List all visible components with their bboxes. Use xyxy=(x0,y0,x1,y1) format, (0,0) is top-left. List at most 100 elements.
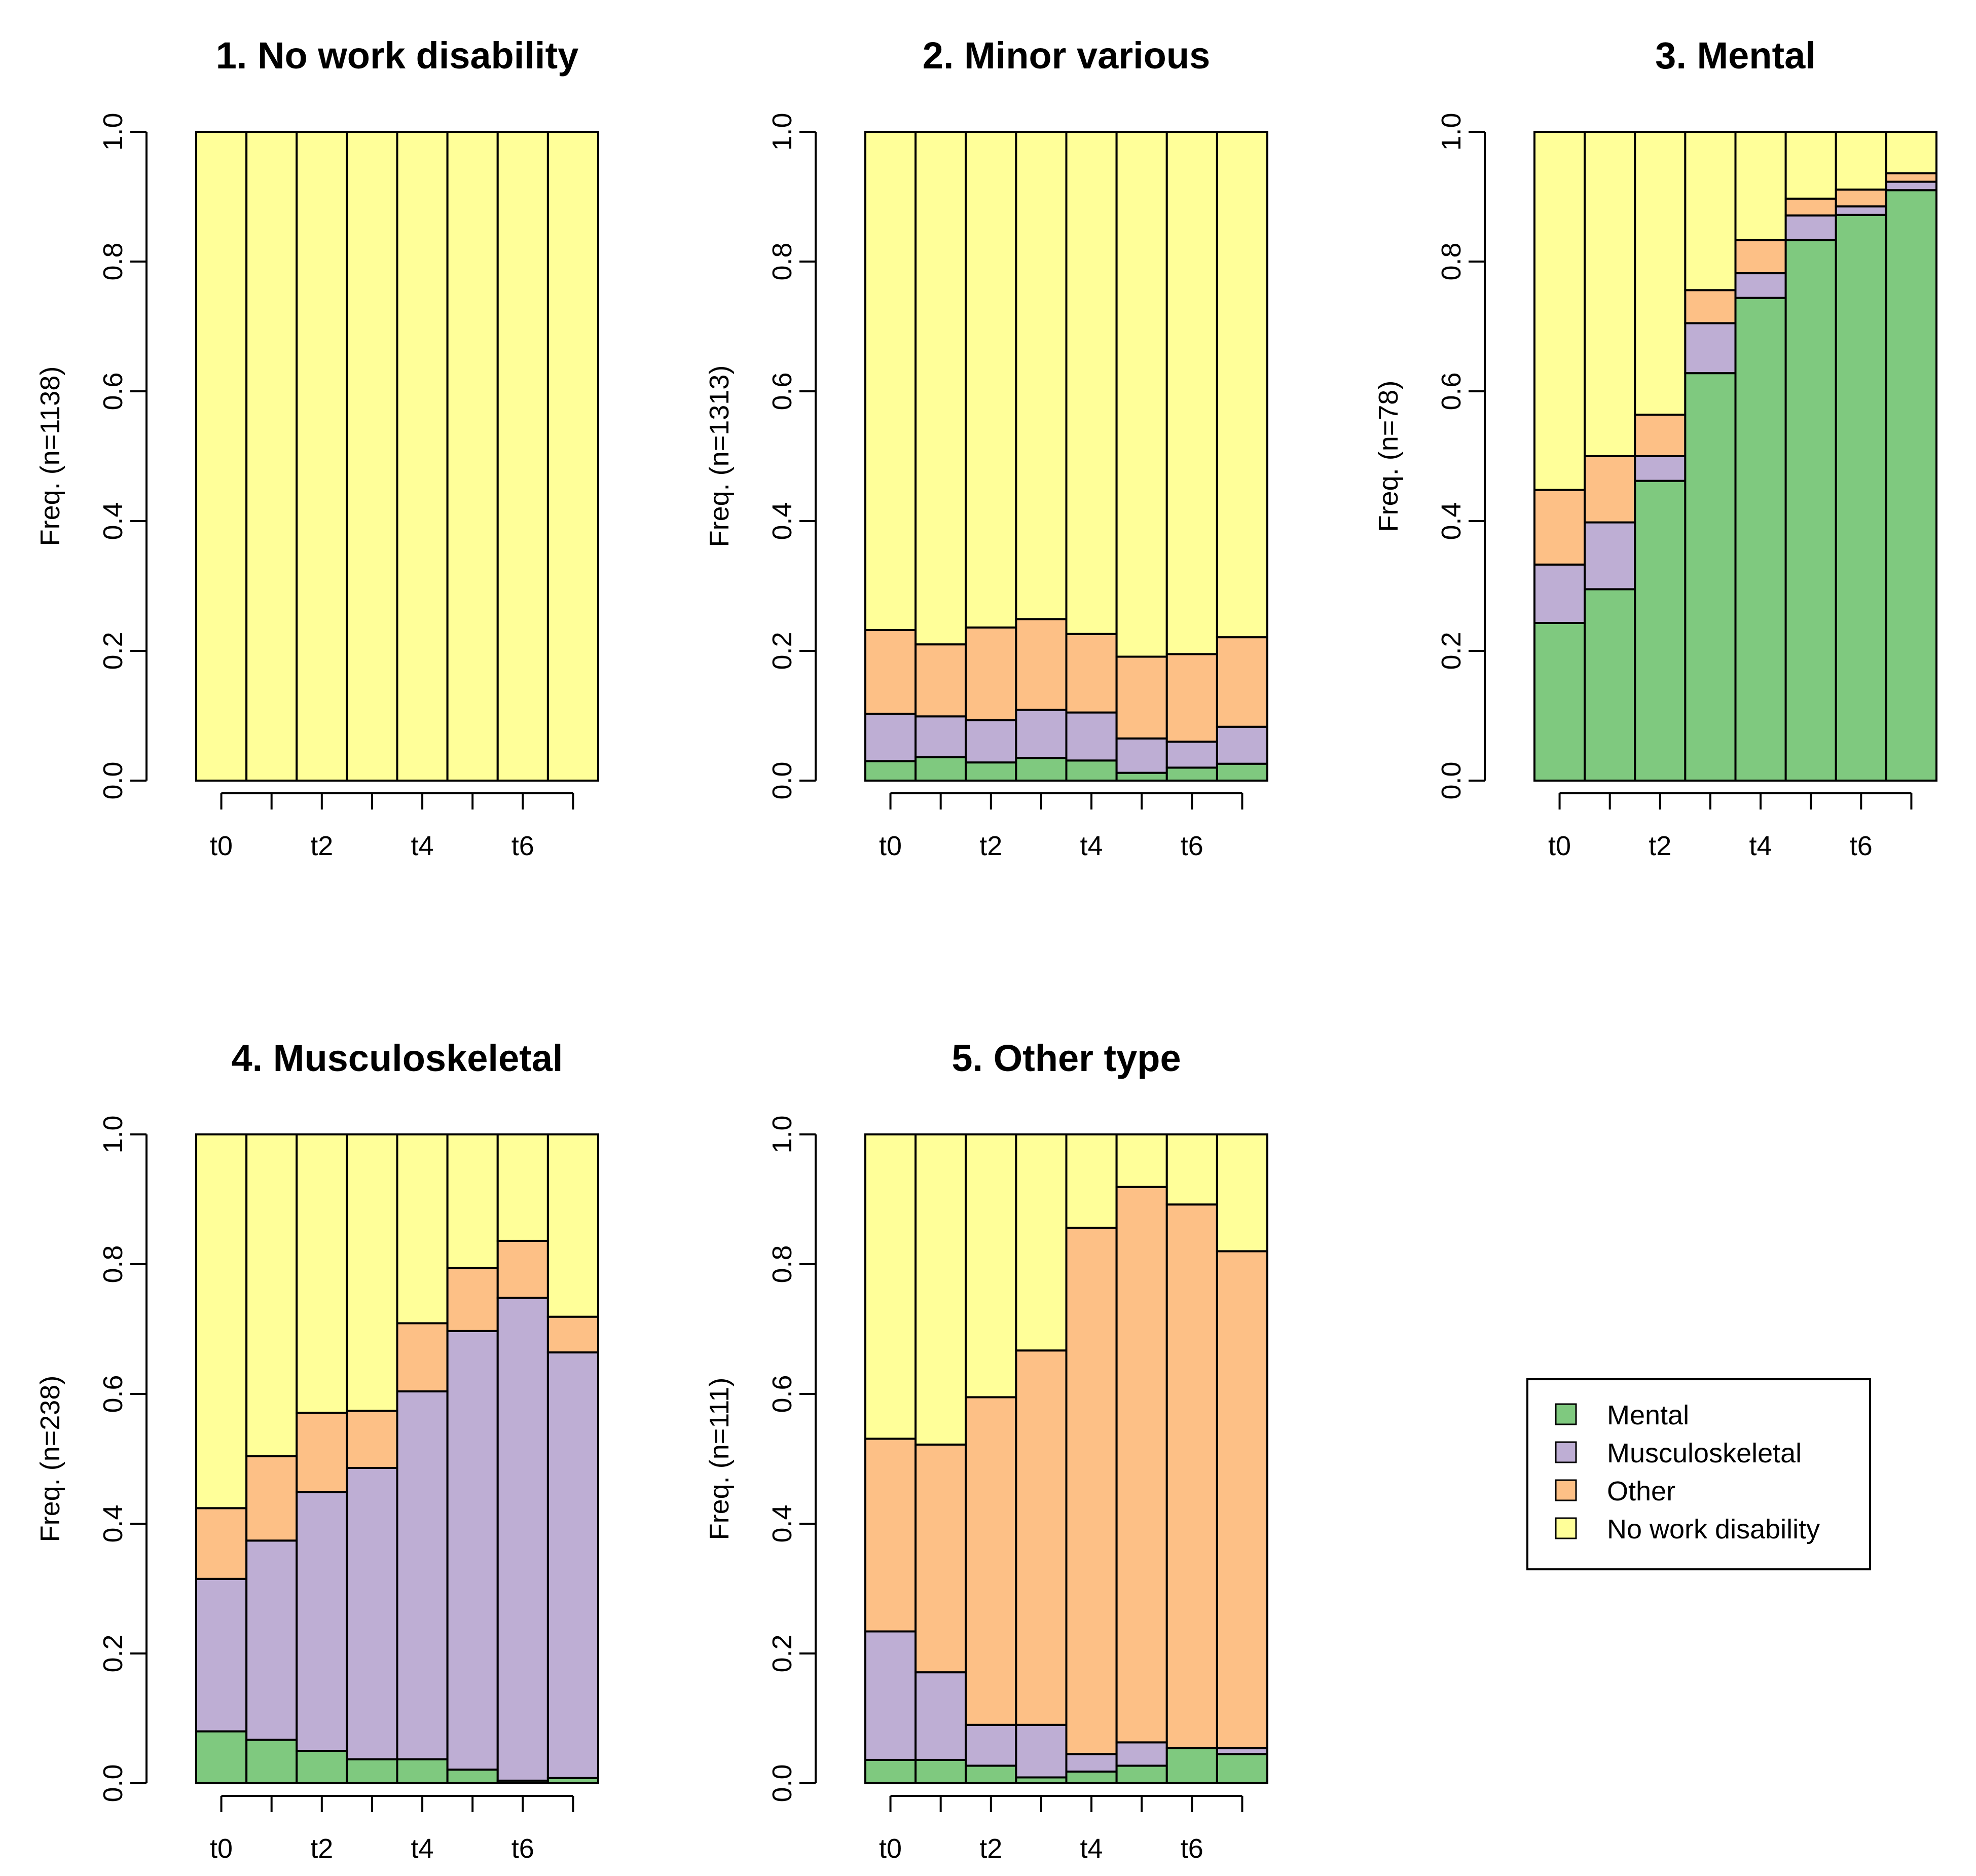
bar-segment-musculoskeletal-t3 xyxy=(346,1466,398,1760)
bar-segment-other-t5 xyxy=(1115,655,1168,740)
bar-segment-mental-t5 xyxy=(1115,771,1168,782)
bar-segment-no-work-disability-t4 xyxy=(1065,1133,1118,1229)
bar-segment-other-t7 xyxy=(1885,172,1937,183)
y-tick-label: 0.8 xyxy=(98,1245,128,1283)
bar-segment-mental-t4 xyxy=(396,1758,449,1784)
chart-panel-5: 5. Other type 0.0 0.2 0.4 0.6 0.8 1.0 Freq. (n=… xyxy=(704,1037,1268,1864)
legend-swatch-mental xyxy=(1555,1403,1577,1425)
x-tick-label: t6 xyxy=(1181,1833,1203,1864)
bar-segment-no-work-disability-t3 xyxy=(346,131,398,782)
bar-segment-musculoskeletal-t5 xyxy=(1115,737,1168,774)
bar-segment-other-t1 xyxy=(914,643,967,718)
bar-segment-musculoskeletal-t2 xyxy=(1634,455,1687,482)
bar-segment-no-work-disability-t1 xyxy=(914,1133,967,1446)
bar-segment-other-t7 xyxy=(1216,1250,1268,1749)
y-tick-label: 0.6 xyxy=(767,1375,797,1413)
bar-segment-other-t4 xyxy=(396,1322,449,1392)
bar-segment-other-t6 xyxy=(1835,188,1887,208)
bar-segment-other-t2 xyxy=(296,1412,348,1493)
chart-panel-3: 3. Mental 0.0 0.2 0.4 0.6 0.8 1.0 Freq. (n=78) t… xyxy=(1373,34,1937,861)
bar-segment-mental-t7 xyxy=(1216,1753,1268,1784)
y-tick-label: 0.4 xyxy=(98,1504,128,1542)
legend-box xyxy=(1526,1378,1871,1570)
bar-segment-mental-t6 xyxy=(1165,1747,1218,1784)
y-tick-label: 0.8 xyxy=(98,242,128,280)
bar-segment-no-work-disability-t7 xyxy=(1216,131,1268,639)
bar-segment-no-work-disability-t1 xyxy=(914,131,967,646)
bar-segment-mental-t4 xyxy=(1734,297,1787,782)
x-tick-label: t4 xyxy=(1749,831,1772,861)
bar-segment-no-work-disability-t0 xyxy=(864,131,917,632)
chart-title: 4. Musculoskeletal xyxy=(232,1037,563,1079)
bar-segment-no-work-disability-t7 xyxy=(1885,131,1937,174)
y-tick-label: 0.2 xyxy=(767,632,797,670)
bar-segment-other-t6 xyxy=(496,1239,549,1299)
chart-panel-1: 1. No work disability 0.0 0.2 0.4 0.6 0.8 1.0 F… xyxy=(35,34,599,861)
bar-segment-other-t7 xyxy=(546,1315,599,1354)
bar-segment-musculoskeletal-t1 xyxy=(245,1539,298,1741)
x-tick-label: t0 xyxy=(210,831,233,861)
bar-segment-other-t1 xyxy=(1584,455,1636,524)
y-tick-label: 0.0 xyxy=(767,761,797,799)
bar-segment-musculoskeletal-t1 xyxy=(914,715,967,758)
bar-segment-mental-t5 xyxy=(446,1769,499,1785)
bar-segment-mental-t3 xyxy=(1015,757,1068,782)
bar-segment-other-t5 xyxy=(446,1267,499,1332)
y-tick-label: 0.6 xyxy=(767,372,797,410)
chart-panel-2: 2. Minor various 0.0 0.2 0.4 0.6 0.8 1.0 Freq. … xyxy=(704,34,1268,861)
y-tick-label: 0.4 xyxy=(98,502,128,540)
bar-segment-mental-t0 xyxy=(1533,621,1586,782)
bar-segment-musculoskeletal-t4 xyxy=(1734,272,1787,299)
y-tick-label: 0.6 xyxy=(1436,372,1467,410)
bar-segment-no-work-disability-t6 xyxy=(496,1133,549,1242)
bar-segment-mental-t0 xyxy=(195,1730,248,1785)
y-tick-label: 1.0 xyxy=(767,1115,797,1153)
bar-segment-musculoskeletal-t3 xyxy=(1015,709,1068,759)
bar-segment-other-t4 xyxy=(1734,239,1787,275)
bar-segment-mental-t6 xyxy=(1165,766,1218,782)
bar-segment-other-t0 xyxy=(1533,489,1586,566)
bar-segment-mental-t0 xyxy=(864,1758,917,1784)
bar-segment-no-work-disability-t6 xyxy=(1835,131,1887,191)
y-axis-label: Freq. (n=238) xyxy=(35,1376,65,1542)
y-tick-label: 0.0 xyxy=(1436,761,1467,799)
legend-item-no-work-disability: No work disability xyxy=(1555,1514,1820,1544)
bar-segment-no-work-disability-t2 xyxy=(1634,131,1687,416)
bar-segment-no-work-disability-t5 xyxy=(1784,131,1837,200)
y-axis-label: Freq. (n=111) xyxy=(704,1378,735,1540)
bar-segment-mental-t6 xyxy=(1835,213,1887,782)
bar-segment-mental-t2 xyxy=(965,761,1017,782)
bar-segment-musculoskeletal-t1 xyxy=(914,1671,967,1761)
y-tick-label: 0.2 xyxy=(98,632,128,670)
y-tick-label: 0.8 xyxy=(1436,242,1467,280)
x-tick-label: t6 xyxy=(1850,831,1873,861)
x-tick-label: t2 xyxy=(310,1833,333,1864)
bar-segment-other-t3 xyxy=(1015,618,1068,711)
bar-segment-no-work-disability-t2 xyxy=(965,1133,1017,1399)
y-axis-label: Freq. (n=1313) xyxy=(704,365,735,547)
bar-segment-musculoskeletal-t4 xyxy=(1065,1753,1118,1773)
bar-segment-no-work-disability-t1 xyxy=(1584,131,1636,457)
bar-segment-other-t2 xyxy=(965,626,1017,721)
bar-segment-musculoskeletal-t2 xyxy=(296,1491,348,1752)
bar-segment-musculoskeletal-t7 xyxy=(1885,180,1937,192)
legend-item-musculoskeletal: Musculoskeletal xyxy=(1555,1438,1802,1468)
bar-segment-other-t4 xyxy=(1065,633,1118,714)
bar-segment-other-t0 xyxy=(864,1438,917,1633)
bar-segment-mental-t1 xyxy=(914,1758,967,1784)
bar-segment-musculoskeletal-t0 xyxy=(864,1630,917,1761)
bar-segment-mental-t1 xyxy=(245,1739,298,1784)
bar-segment-no-work-disability-t1 xyxy=(245,1133,298,1457)
bar-segment-other-t4 xyxy=(1065,1227,1118,1755)
y-tick-label: 0.2 xyxy=(767,1634,797,1672)
x-tick-label: t2 xyxy=(979,831,1002,861)
bar-segment-mental-t5 xyxy=(1115,1764,1168,1784)
chart-panel-4: 4. Musculoskeletal 0.0 0.2 0.4 0.6 0.8 1.0 Freq… xyxy=(35,1037,599,1864)
bar-segment-other-t2 xyxy=(1634,414,1687,458)
bar-segment-other-t6 xyxy=(1165,1203,1218,1749)
legend-item-other: Other xyxy=(1555,1476,1675,1506)
bar-segment-no-work-disability-t4 xyxy=(1065,131,1118,635)
bar-segment-other-t3 xyxy=(1015,1349,1068,1726)
legend-label-other: Other xyxy=(1607,1476,1675,1506)
